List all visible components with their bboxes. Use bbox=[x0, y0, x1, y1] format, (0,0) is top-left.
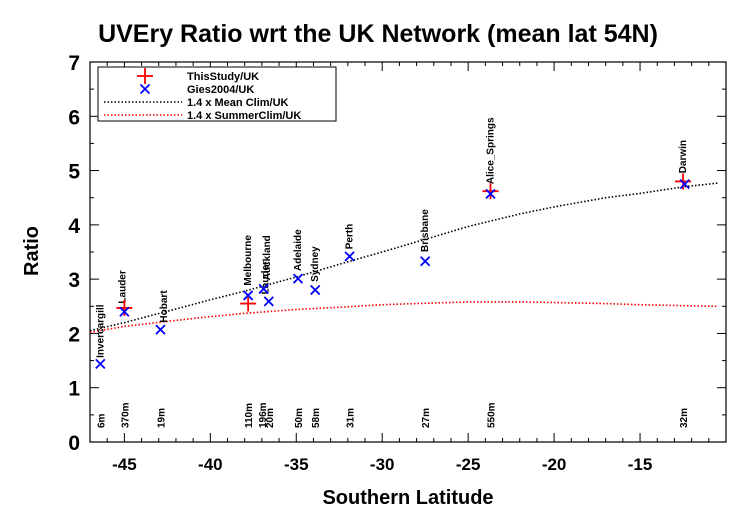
altitude-label: 31m bbox=[346, 408, 357, 428]
legend-marker-plus bbox=[137, 68, 153, 84]
marker-x bbox=[310, 284, 321, 296]
y-tick-label: 6 bbox=[68, 106, 80, 129]
y-tick-label: 7 bbox=[68, 52, 80, 75]
marker-x bbox=[344, 251, 355, 262]
site-label: Auckland bbox=[262, 235, 273, 280]
site-label: Darwin bbox=[678, 140, 689, 173]
x-tick-label: -20 bbox=[542, 455, 567, 474]
legend-marker-x bbox=[139, 83, 151, 95]
curve-1-4-x-summerclim-uk bbox=[89, 301, 718, 334]
marker-x bbox=[292, 273, 304, 284]
y-tick-label: 0 bbox=[68, 432, 80, 455]
site-label: Melbourne bbox=[243, 235, 254, 286]
y-axis-label: Ratio bbox=[21, 226, 43, 276]
marker-x bbox=[243, 290, 254, 301]
altitude-label: 6m bbox=[96, 413, 107, 428]
legend-label: 1.4 x Mean Clim/UK bbox=[187, 97, 289, 109]
legend-label: 1.4 x SummerClim/UK bbox=[187, 110, 301, 122]
site-label: Lauder bbox=[118, 270, 129, 303]
legend-box bbox=[97, 66, 337, 122]
y-tick-label: 5 bbox=[68, 161, 80, 184]
altitude-label: 370m bbox=[120, 402, 131, 428]
marker-x bbox=[679, 179, 690, 190]
legend-label: ThisStudy/UK bbox=[187, 71, 259, 83]
altitude-label: 27m bbox=[421, 408, 432, 428]
altitude-label: 19m bbox=[156, 408, 167, 428]
site-label: Brisbane bbox=[420, 209, 431, 252]
site-label: Alice_Springs bbox=[486, 117, 497, 184]
altitude-label: 550m bbox=[487, 402, 498, 428]
marker-x bbox=[119, 306, 130, 317]
site-label: Invercargill bbox=[95, 304, 106, 358]
marker-x bbox=[95, 358, 106, 369]
marker-x bbox=[155, 324, 166, 335]
altitude-label: 50m bbox=[294, 408, 305, 428]
curve-1-4-x-mean-clim-uk bbox=[89, 182, 718, 332]
x-tick-label: -30 bbox=[370, 455, 395, 474]
curves bbox=[89, 182, 718, 334]
site-label: Adelaide bbox=[293, 229, 304, 271]
x-axis-label: Southern Latitude bbox=[322, 487, 493, 509]
y-tick-label: 1 bbox=[68, 378, 80, 401]
altitude-label: 32m bbox=[679, 408, 690, 428]
marker-plus bbox=[240, 295, 257, 312]
data-points bbox=[95, 173, 692, 369]
marker-x bbox=[263, 296, 274, 307]
marker-plus bbox=[116, 299, 133, 316]
altitude-label: 196m bbox=[258, 402, 269, 428]
x-axis: -45 -40 -35 -30 -25 -20 -15 bbox=[106, 62, 710, 474]
marker-plus bbox=[482, 183, 499, 200]
marker-x bbox=[258, 283, 269, 295]
y-tick-label: 2 bbox=[68, 323, 80, 346]
altitude-label: 58m bbox=[311, 408, 322, 428]
site-label: Hobart bbox=[159, 290, 170, 323]
x-tick-label: -15 bbox=[628, 455, 653, 474]
chart-title: UVEry Ratio wrt the UK Network (mean lat… bbox=[98, 20, 658, 48]
site-label: Sydney bbox=[310, 246, 321, 282]
site-label: Perth bbox=[345, 224, 356, 250]
site-label: Lauder bbox=[260, 261, 271, 294]
y-axis: 0 1 2 3 4 5 6 7 bbox=[68, 52, 726, 455]
y-tick-label: 3 bbox=[68, 269, 80, 292]
marker-x bbox=[485, 188, 496, 200]
x-tick-label: -25 bbox=[456, 455, 481, 474]
y-tick-label: 4 bbox=[68, 215, 80, 238]
legend-label: Gies2004/UK bbox=[187, 84, 254, 96]
x-tick-label: -35 bbox=[284, 455, 309, 474]
altitude-label: 20m bbox=[265, 408, 276, 428]
x-tick-label: -45 bbox=[112, 455, 137, 474]
x-tick-label: -40 bbox=[198, 455, 223, 474]
altitude-label: 110m bbox=[244, 403, 255, 428]
marker-x bbox=[420, 256, 431, 267]
